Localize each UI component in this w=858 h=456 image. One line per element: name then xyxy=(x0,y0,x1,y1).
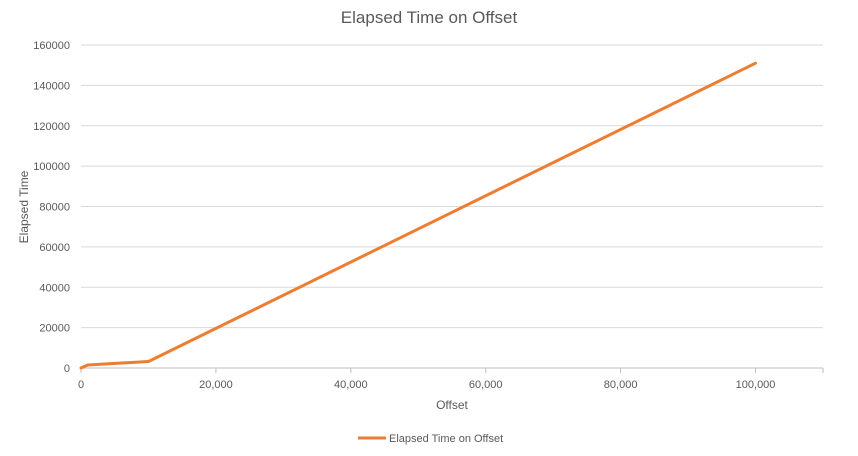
y-tick-label: 140000 xyxy=(33,80,70,92)
x-tick-label: 80,000 xyxy=(604,379,638,391)
y-tick-label: 0 xyxy=(64,363,70,375)
y-axis-title: Elapsed Time xyxy=(17,170,31,243)
y-tick-label: 100000 xyxy=(33,161,70,173)
axes: 0 20000 40000 60000 80000 100000 120000 140000 1… xyxy=(33,40,824,391)
y-tick-label: 60000 xyxy=(39,242,70,254)
chart-title: Elapsed Time on Offset xyxy=(341,8,518,27)
x-axis-title: Offset xyxy=(436,398,468,412)
y-tick-label: 80000 xyxy=(39,202,70,214)
y-tick-label: 40000 xyxy=(39,282,70,294)
x-tick-label: 60,000 xyxy=(469,379,503,391)
y-tick-label: 20000 xyxy=(39,323,70,335)
y-tick-label: 160000 xyxy=(33,40,70,52)
series-line xyxy=(79,61,757,370)
y-tick-label: 120000 xyxy=(33,121,70,133)
x-tick-label: 20,000 xyxy=(199,379,233,391)
legend-label: Elapsed Time on Offset xyxy=(389,433,503,445)
x-tick-label: 40,000 xyxy=(334,379,368,391)
series-lines xyxy=(79,61,757,370)
x-tick-label: 100,000 xyxy=(736,379,776,391)
x-tick-label: 0 xyxy=(78,379,84,391)
gridlines xyxy=(81,44,823,329)
legend: Elapsed Time on Offset xyxy=(358,433,503,445)
